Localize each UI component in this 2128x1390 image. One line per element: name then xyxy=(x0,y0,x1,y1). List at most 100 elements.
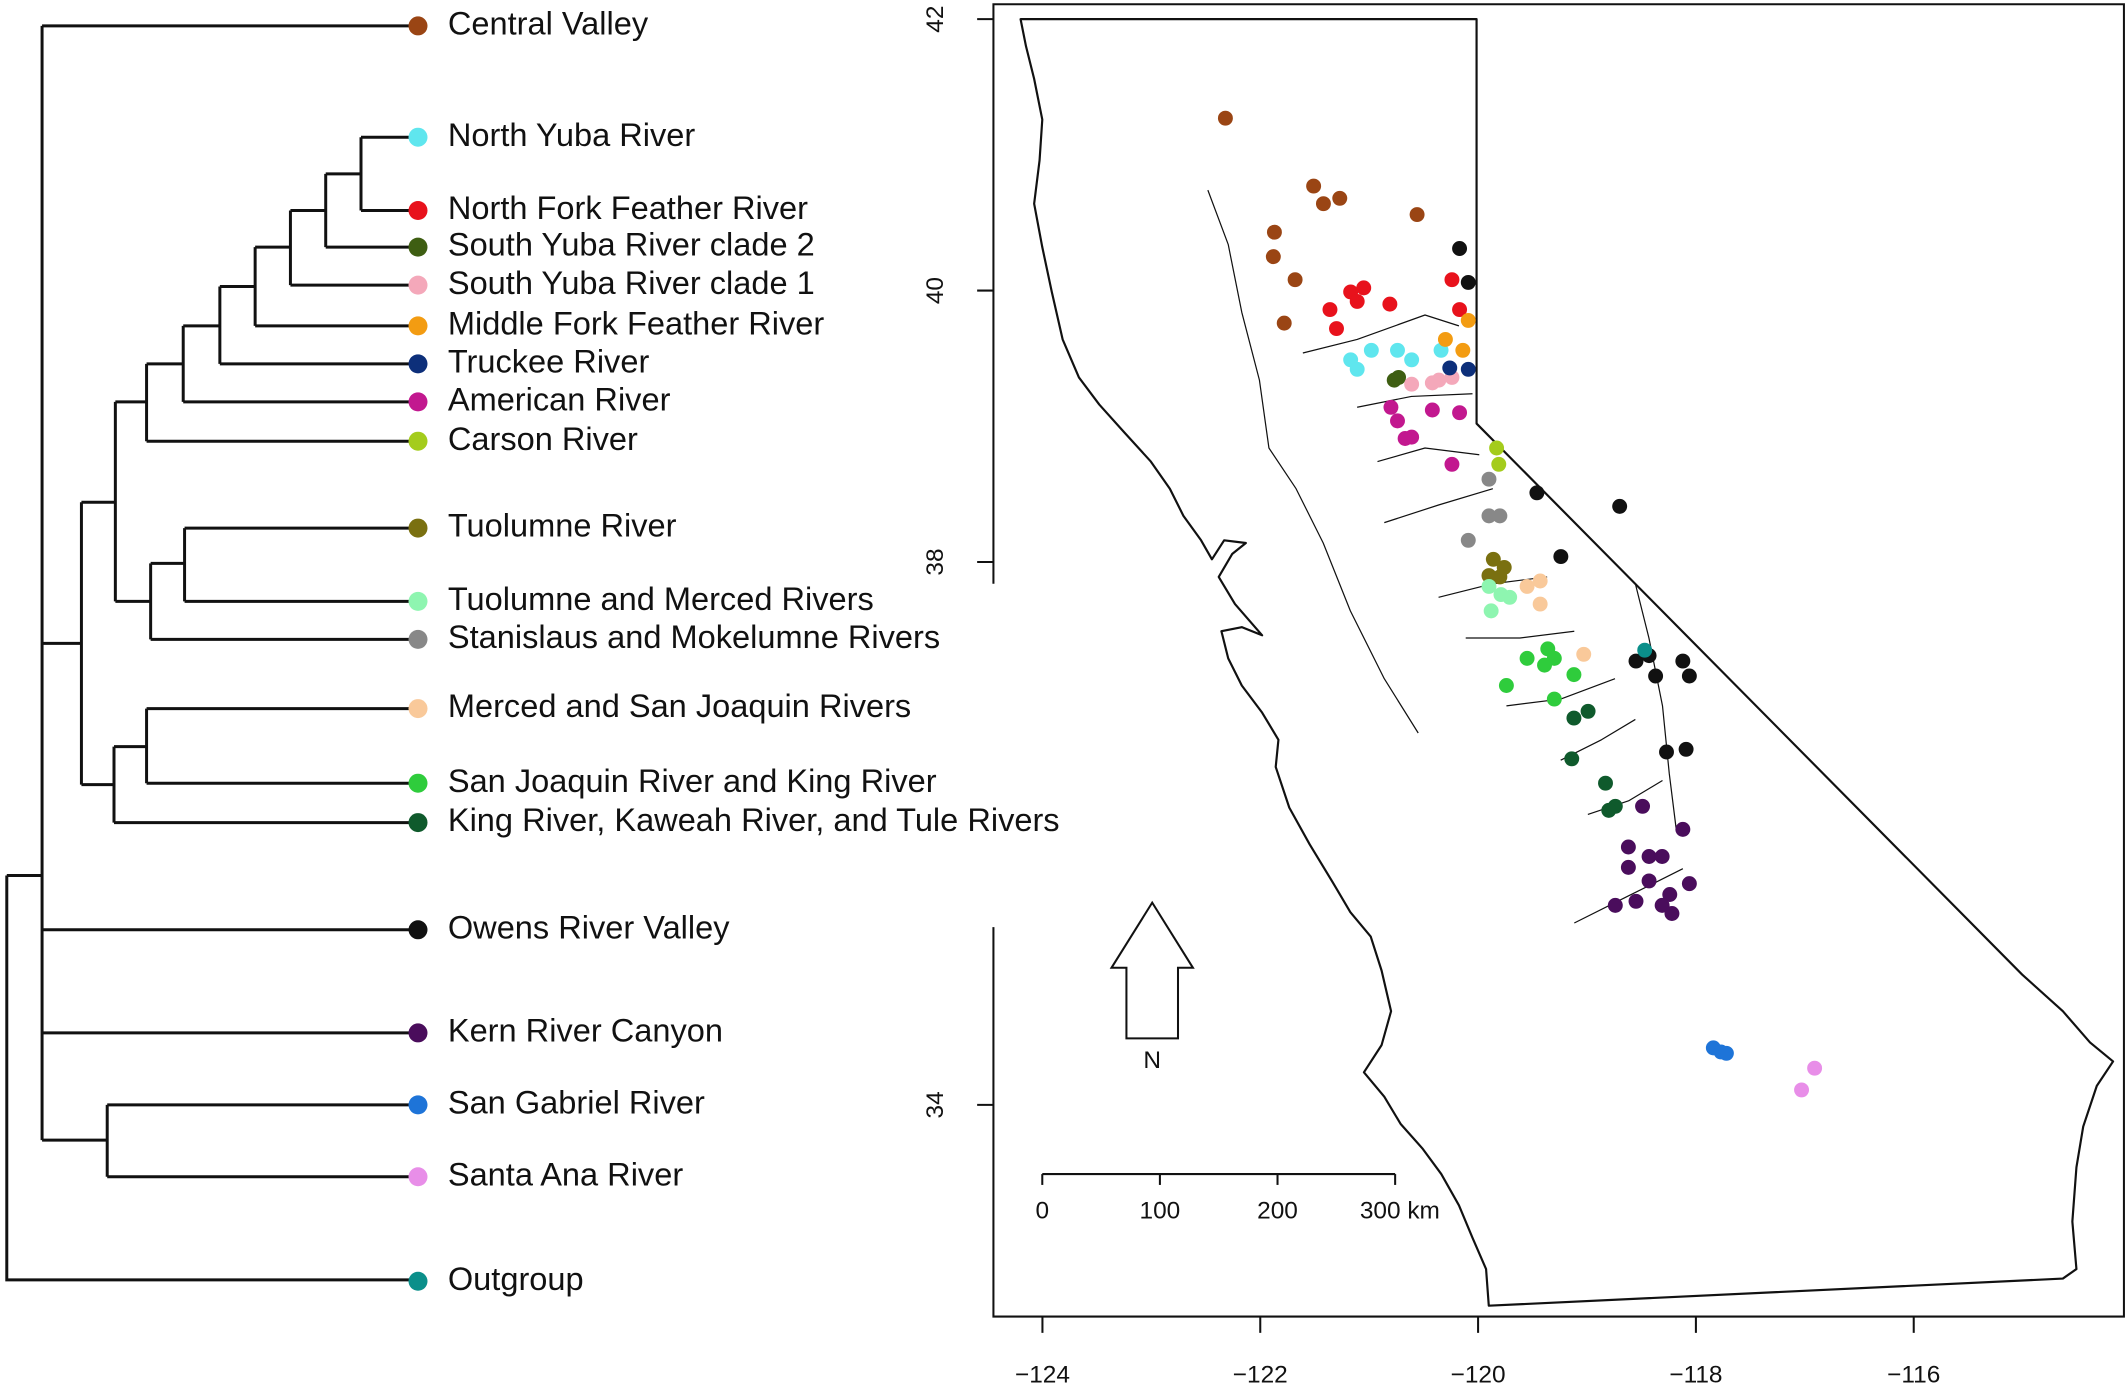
sample-point xyxy=(1306,178,1322,194)
tip-dot xyxy=(408,201,428,220)
tip-label: Stanislaus and Mokelumne Rivers xyxy=(448,619,940,655)
tree-branches xyxy=(5,24,418,1282)
sample-point xyxy=(1498,678,1514,693)
tip-label: Outgroup xyxy=(448,1261,584,1297)
tip-label: King River, Kaweah River, and Tule River… xyxy=(448,802,1060,838)
sample-point xyxy=(1529,485,1545,501)
tip-label: American River xyxy=(448,381,671,417)
sample-point xyxy=(1564,751,1580,767)
sample-point xyxy=(1532,596,1548,612)
sample-point xyxy=(1356,280,1372,296)
tip-dot xyxy=(408,127,428,147)
tip-dot xyxy=(408,591,428,611)
sample-point xyxy=(1580,703,1596,719)
california-outline xyxy=(1019,18,2115,1307)
sample-point xyxy=(1276,315,1292,331)
tip-dot xyxy=(408,392,428,412)
sample-point xyxy=(1491,456,1507,472)
sample-point xyxy=(1452,302,1468,318)
tip-label: South Yuba River clade 1 xyxy=(448,265,815,301)
x-tick-label: −122 xyxy=(1233,1362,1288,1389)
sample-point xyxy=(1383,399,1399,415)
tip-dot xyxy=(408,354,428,374)
x-tick-label: −118 xyxy=(1669,1362,1722,1389)
sample-point xyxy=(1460,361,1476,377)
sample-point xyxy=(1460,274,1476,290)
sample-point xyxy=(1483,603,1499,619)
sample-point xyxy=(1349,361,1365,377)
sample-point xyxy=(1390,413,1405,429)
sample-point xyxy=(1382,296,1398,312)
tip-dot xyxy=(408,316,428,336)
sample-point xyxy=(1444,272,1460,288)
sample-point xyxy=(1431,372,1447,388)
sample-point xyxy=(1601,802,1617,818)
sample-point xyxy=(1424,402,1440,418)
sample-point xyxy=(1807,1060,1823,1076)
sample-point xyxy=(1654,849,1670,864)
sample-point xyxy=(1437,331,1453,347)
sample-point xyxy=(1519,650,1535,666)
sample-point xyxy=(1664,906,1680,921)
sample-point xyxy=(1794,1082,1810,1098)
tip-label: Owens River Valley xyxy=(448,909,730,945)
sample-point xyxy=(1322,302,1338,318)
tip-dot xyxy=(408,518,428,538)
sample-point xyxy=(1553,549,1569,565)
tip-label: Truckee River xyxy=(448,343,650,379)
sample-point xyxy=(1404,352,1420,368)
sample-point xyxy=(1635,798,1651,814)
sample-point xyxy=(1537,657,1552,673)
tip-dot xyxy=(408,431,428,451)
sample-point xyxy=(1648,668,1664,684)
sample-point xyxy=(1481,471,1497,487)
sample-point xyxy=(1265,249,1281,265)
tip-dot xyxy=(408,920,428,940)
sample-point xyxy=(1492,508,1508,524)
sample-point xyxy=(1452,405,1468,421)
sample-point xyxy=(1576,646,1592,662)
sample-point xyxy=(1502,589,1518,605)
x-tick-label: −120 xyxy=(1451,1362,1506,1389)
sample-point xyxy=(1546,691,1562,707)
tip-label: Merced and San Joaquin Rivers xyxy=(448,688,911,724)
tip-label: San Gabriel River xyxy=(448,1084,705,1120)
sample-point xyxy=(1681,876,1697,892)
sample-point xyxy=(1460,312,1476,328)
sample-point xyxy=(1641,873,1657,889)
phylogeny: Central Valley North Yuba River North Fork… xyxy=(5,6,1060,1297)
map-frame xyxy=(992,3,2125,1318)
sample-point xyxy=(1349,293,1365,309)
sample-point xyxy=(1409,207,1425,223)
sample-point xyxy=(1678,741,1694,757)
sample-point xyxy=(1566,710,1582,726)
tip-label: Santa Ana River xyxy=(448,1156,683,1192)
y-tick-label: 42 xyxy=(922,6,949,33)
sample-point xyxy=(1637,642,1653,658)
y-tick-label: 40 xyxy=(922,277,949,304)
sample-point xyxy=(1390,342,1405,358)
sample-point xyxy=(1532,573,1548,589)
y-tick-label: 34 xyxy=(922,1091,949,1118)
sample-point xyxy=(1329,321,1344,337)
scale-label: 300 km xyxy=(1360,1198,1440,1225)
tip-label: Tuolumne River xyxy=(448,508,677,544)
tip-label: Middle Fork Feather River xyxy=(448,305,825,341)
tip-dot xyxy=(408,1023,428,1043)
sample-point xyxy=(1442,360,1458,376)
sample-point xyxy=(1404,376,1420,392)
sample-point xyxy=(1481,568,1497,584)
map: N −124 −122 −120 −118 −116 34 38 40 42 0 100 200 300… xyxy=(922,3,2125,1389)
sample-point xyxy=(1718,1045,1734,1061)
tip-label: North Yuba River xyxy=(448,117,696,153)
sample-point xyxy=(1397,431,1413,446)
scale-label: 200 xyxy=(1257,1198,1298,1225)
sample-point xyxy=(1492,569,1508,585)
sample-point xyxy=(1598,775,1613,791)
tip-label: Kern River Canyon xyxy=(448,1013,723,1049)
sample-point xyxy=(1485,551,1501,567)
tip-dot xyxy=(408,237,428,257)
tip-dot xyxy=(408,1271,428,1291)
sample-point xyxy=(1481,508,1497,524)
